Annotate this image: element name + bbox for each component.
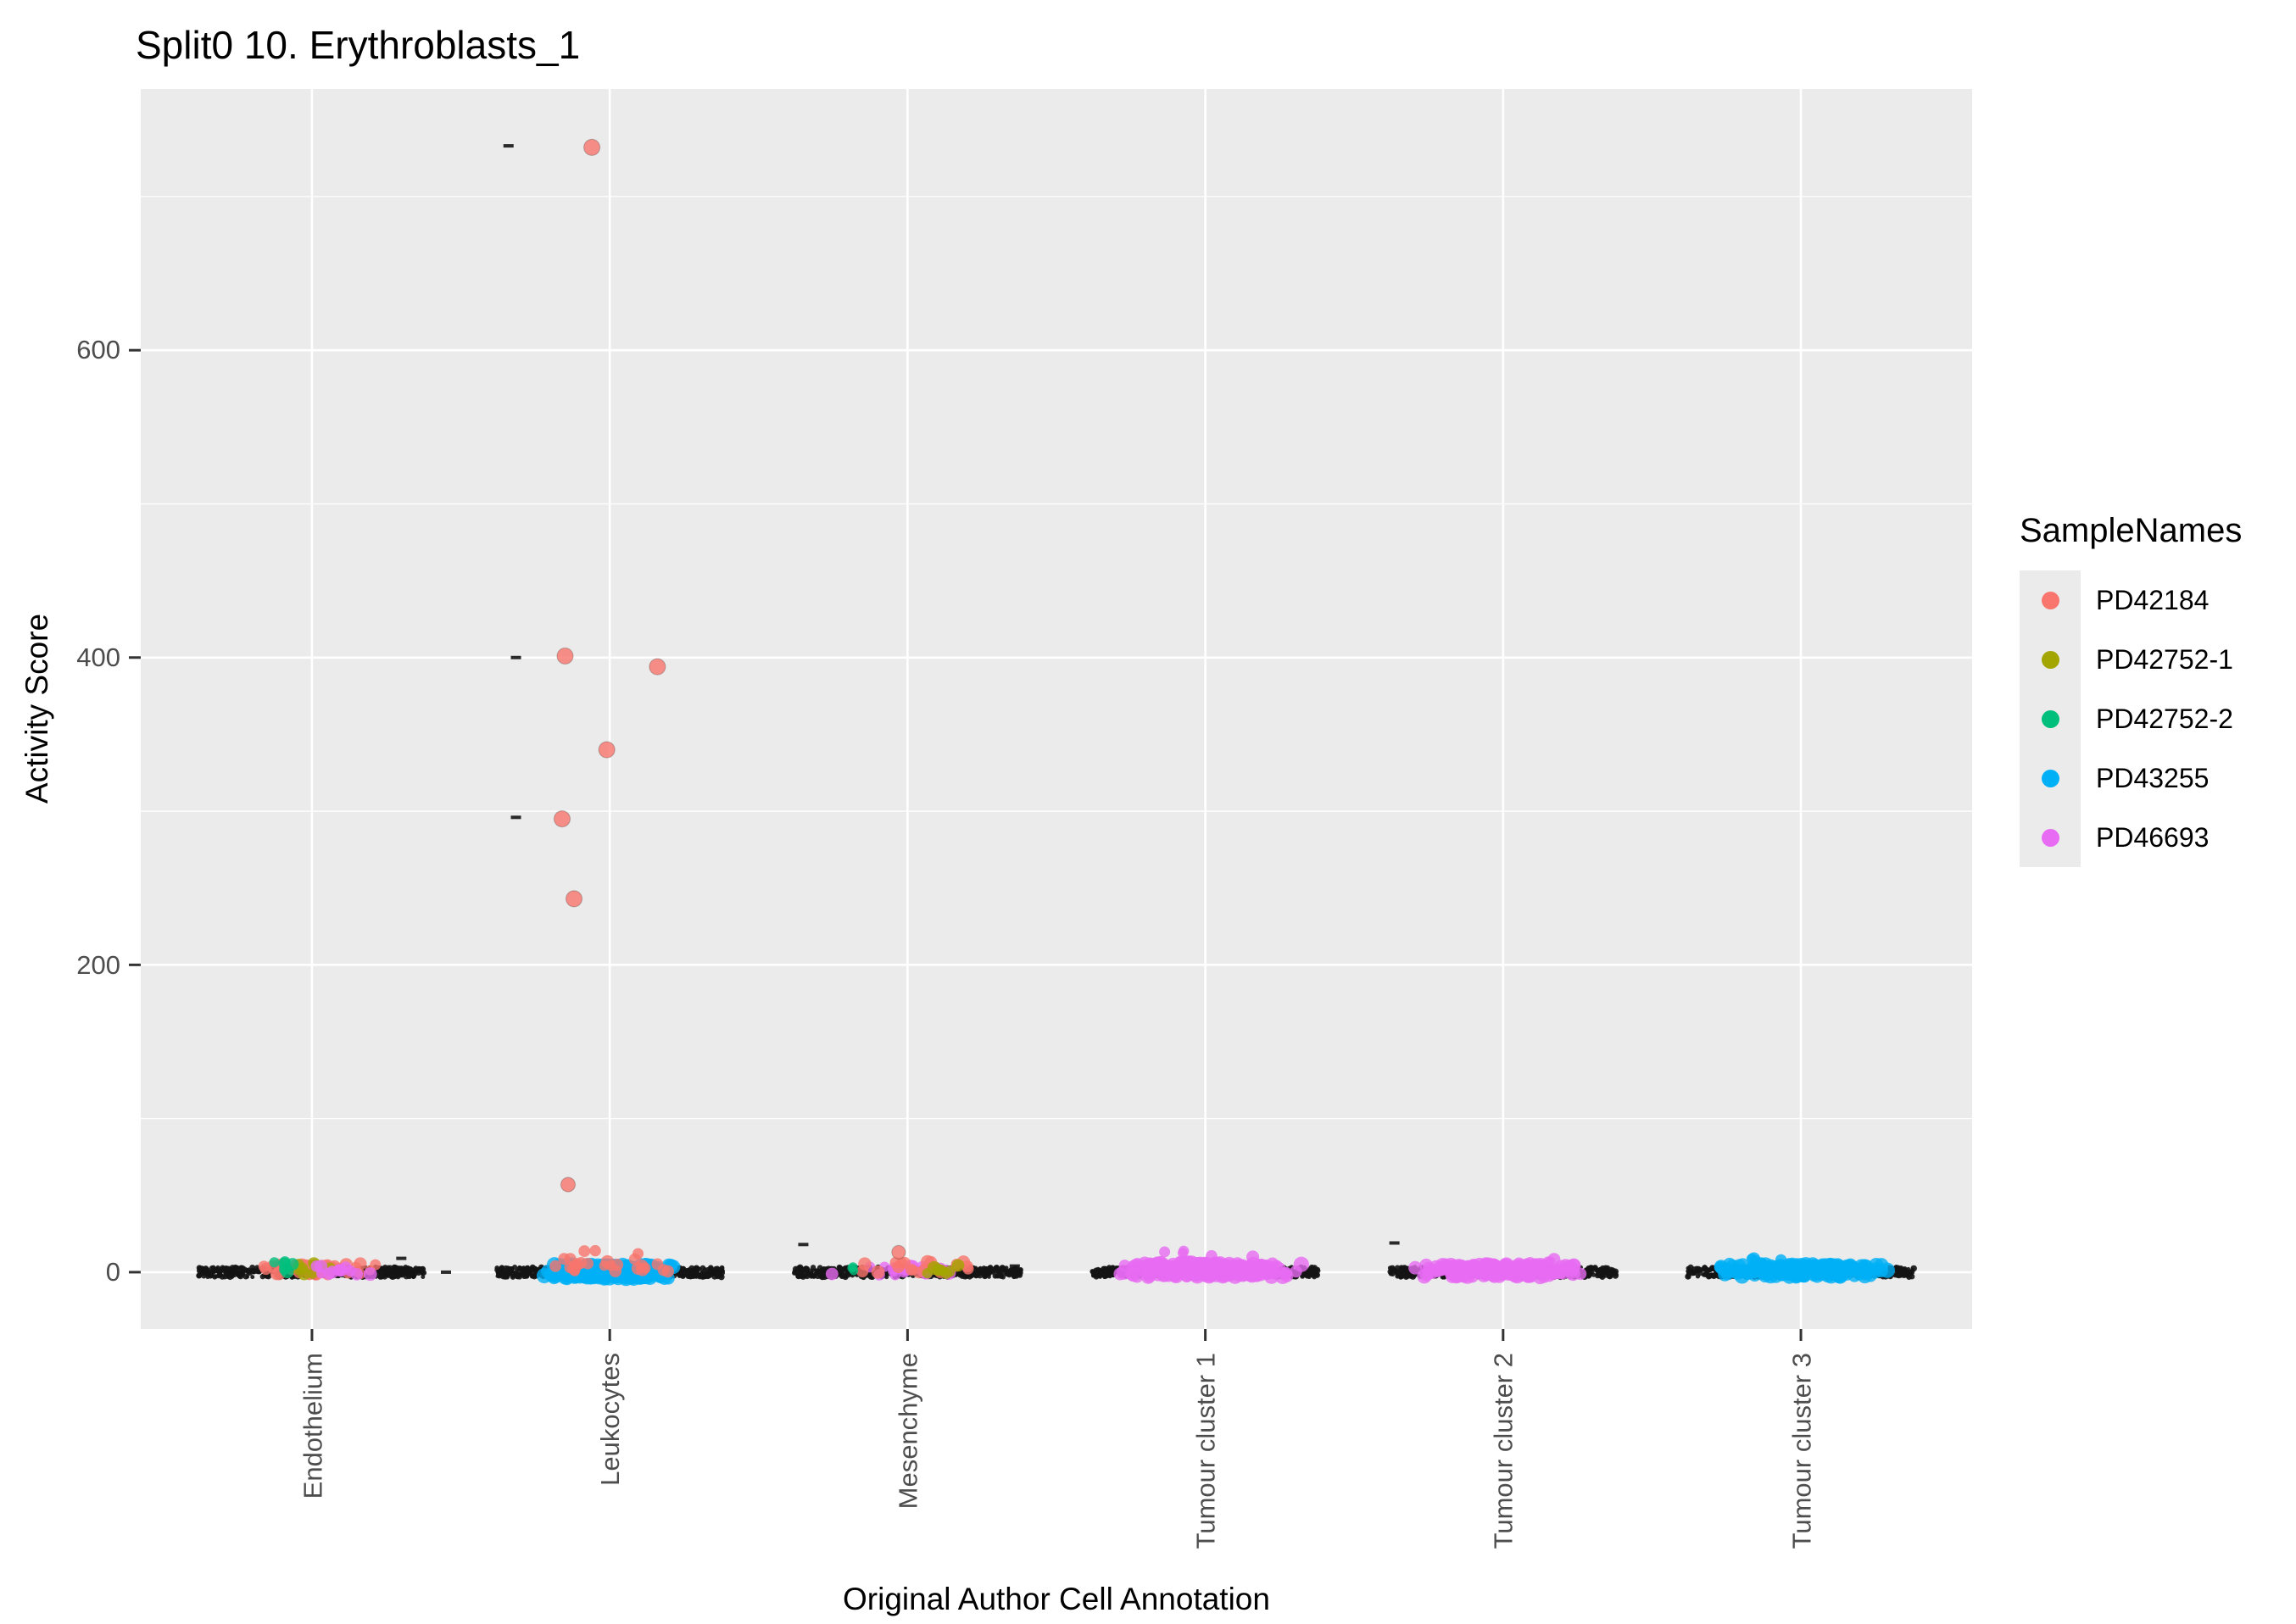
legend-key-dot	[2041, 769, 2059, 787]
legend-key	[2020, 689, 2081, 748]
legend-key-dot	[2041, 828, 2059, 847]
legend-row: PD46693	[2020, 808, 2291, 867]
y-tick-label: 200	[76, 950, 120, 980]
x-tick-label-text: Mesenchyme	[893, 1353, 922, 1510]
legend-label: PD42752-1	[2096, 643, 2233, 675]
legend-label: PD46693	[2096, 821, 2210, 853]
legend: SampleNames PD42184 PD42752-1 PD42752-2 …	[2020, 512, 2291, 867]
legend-key-dot	[2041, 591, 2059, 609]
legend-row: PD42752-1	[2020, 630, 2291, 689]
legend-key	[2020, 570, 2081, 630]
legend-key-dot	[2041, 650, 2059, 669]
x-tick-label-text: Tumour cluster 2	[1488, 1353, 1518, 1549]
plot-title: Split0 10. Erythroblasts_1	[136, 23, 581, 67]
legend-key	[2020, 630, 2081, 689]
legend-key	[2020, 748, 2081, 808]
x-tick-label-text: Endothelium	[298, 1353, 327, 1499]
y-tick-label: 0	[105, 1257, 120, 1287]
legend-key-dot	[2041, 709, 2059, 728]
legend-label: PD42752-2	[2096, 703, 2233, 734]
legend-title: SampleNames	[2020, 512, 2243, 549]
y-tick-label: 600	[76, 335, 120, 364]
legend-row: PD42752-2	[2020, 689, 2291, 748]
legend-key	[2020, 808, 2081, 867]
legend-row: PD43255	[2020, 748, 2291, 808]
y-tick-label: 400	[76, 642, 120, 672]
x-tick-label-text: Leukocytes	[595, 1353, 625, 1486]
legend-row: PD42184	[2020, 570, 2291, 630]
legend-label: PD42184	[2096, 584, 2210, 615]
x-axis-title: Original Author Cell Annotation	[843, 1582, 1270, 1616]
legend-label: PD43255	[2096, 762, 2210, 793]
x-tick-label-text: Tumour cluster 1	[1190, 1353, 1220, 1549]
x-tick-label-text: Tumour cluster 3	[1786, 1353, 1816, 1549]
